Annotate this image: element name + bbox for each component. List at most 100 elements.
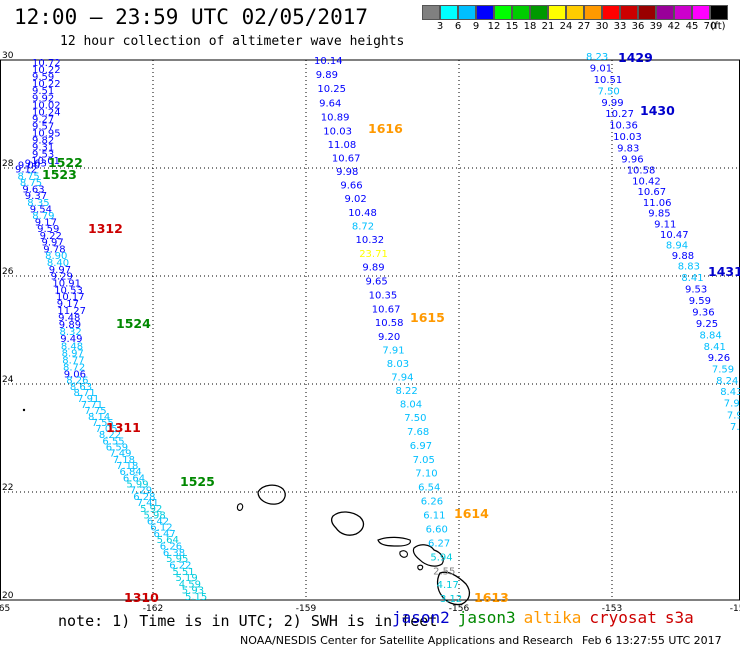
swh-value-track-b: 6.27 <box>428 539 450 550</box>
swh-value-track-a: 9.17 <box>57 299 79 310</box>
color-scale-labels: 3 6 9 12 15 18 21 24 27 30 33 36 39 42 45 70 (ft) <box>422 20 728 34</box>
swh-value-track-a: 6.84 <box>120 467 142 478</box>
lat-tick-label: 28 <box>2 159 14 169</box>
swh-value-track-a: 8.48 <box>61 341 83 352</box>
legend-cryosat: cryosat <box>589 608 657 627</box>
swh-value-track-a: 9.57 <box>32 122 54 133</box>
swh-value-track-c: 10.47 <box>660 230 689 241</box>
swh-value-track-c: 7.50 <box>598 86 620 97</box>
swh-value-track-b: 9.89 <box>316 70 338 81</box>
swh-value-track-c: 10.36 <box>609 121 638 132</box>
swh-value-track-a: 8.63 <box>70 382 92 393</box>
hawaiian-islands <box>22 408 471 606</box>
swh-value-track-a: 9.92 <box>32 93 54 104</box>
scale-swatch <box>440 5 458 20</box>
swh-value-track-a: 7.55 <box>92 418 114 429</box>
swh-value-track-a: 10.24 <box>32 107 61 118</box>
scale-swatch <box>674 5 692 20</box>
swh-value-track-a: 9.51 <box>32 86 54 97</box>
scale-label: 15 <box>505 21 519 32</box>
footer-credit: NOAA/NESDIS Center for Satellite Applica… <box>240 634 574 647</box>
swh-value-track-a: 11.27 <box>57 306 86 317</box>
swh-value-track-c: 9.36 <box>692 307 714 318</box>
swh-value-track-b: 6.11 <box>423 511 445 522</box>
swh-value-track-a: 10.17 <box>56 292 85 303</box>
swh-value-track-c: 8.41 <box>704 342 726 353</box>
swh-value-track-b: 9.02 <box>345 194 367 205</box>
swh-value-track-a: 6.38 <box>163 548 185 559</box>
pass-label-1613: 1613 <box>474 590 509 605</box>
lon-tick-label: -162 <box>143 604 163 614</box>
swh-value-track-b: 10.89 <box>321 112 350 123</box>
island-kahoolawe <box>417 564 424 571</box>
swh-value-track-a: 9.63 <box>22 185 44 196</box>
swh-value-track-a: 5.95 <box>166 554 188 565</box>
swh-value-track-b: 10.25 <box>317 84 346 95</box>
swh-value-track-a: 8.77 <box>62 355 84 366</box>
lon-tick-label: -153 <box>602 604 622 614</box>
swh-value-track-b: 9.66 <box>340 181 362 192</box>
swh-value-track-c: 8.84 <box>700 331 722 342</box>
swh-value-track-c: 9.26 <box>708 353 730 364</box>
swh-value-track-a: 9.00 <box>18 161 40 172</box>
swh-value-track-a: 7.41 <box>137 498 159 509</box>
scale-label: 70 <box>703 21 717 32</box>
swh-value-track-b: 2.55 <box>433 567 455 578</box>
swh-value-track-a: 9.37 <box>25 191 47 202</box>
swh-value-track-a: 9.78 <box>43 244 65 255</box>
swh-value-track-b: 9.98 <box>336 167 358 178</box>
swh-value-track-b: 6.97 <box>410 441 432 452</box>
swh-value-track-a: 8.71 <box>74 388 96 399</box>
scale-label: 6 <box>454 21 462 32</box>
islet-dot <box>22 408 26 412</box>
scale-label: 42 <box>667 21 681 32</box>
swh-value-track-a: 7.18 <box>113 455 135 466</box>
swh-value-track-c: 10.67 <box>638 187 667 198</box>
island-hawaii <box>436 571 471 606</box>
swh-value-track-a: 7.91 <box>77 394 99 405</box>
swh-value-track-a: 9.59 <box>37 224 59 235</box>
scale-label: 39 <box>649 21 663 32</box>
swh-value-track-c: 8.83 <box>678 261 700 272</box>
scale-swatch <box>602 5 620 20</box>
swh-value-track-a: 9.17 <box>35 218 57 229</box>
swh-value-track-c: 9.96 <box>621 155 643 166</box>
swh-value-track-b: 7.94 <box>391 373 413 384</box>
lat-tick-label: 24 <box>2 375 14 385</box>
swh-value-track-b: 7.91 <box>382 346 404 357</box>
swh-value-track-b: 10.32 <box>356 235 385 246</box>
swh-value-track-a: 6.28 <box>133 492 155 503</box>
swh-value-track-a: 8.90 <box>45 251 67 262</box>
satellite-legend: jason2 jason3 altika cryosat s3a <box>392 608 702 627</box>
swh-value-track-a: 8.32 <box>60 327 82 338</box>
swh-value-track-c: 8.94 <box>666 240 688 251</box>
swh-value-track-a: 5.98 <box>144 510 166 521</box>
scale-swatch <box>512 5 530 20</box>
swh-value-track-a: 10.53 <box>54 285 83 296</box>
swh-value-track-c: 9.59 <box>689 296 711 307</box>
map-subtitle: 12 hour collection of altimeter wave hei… <box>60 34 405 49</box>
swh-value-track-a: 6.26 <box>160 542 182 553</box>
scale-unit-label: (ft) <box>710 21 726 32</box>
swh-value-track-b: 3.12 <box>440 594 462 605</box>
swh-value-track-a: 8.79 <box>32 211 54 222</box>
swh-value-track-a: 8.22 <box>99 430 121 441</box>
swh-value-track-b: 6.26 <box>421 497 443 508</box>
swh-value-track-c: 9.11 <box>654 219 676 230</box>
swh-value-track-b: 7.50 <box>404 413 426 424</box>
swh-value-track-b: 9.89 <box>362 263 384 274</box>
swh-value-track-b: 7.68 <box>407 427 429 438</box>
swh-value-track-a: 6.59 <box>106 443 128 454</box>
swh-value-track-a: 7.71 <box>81 400 103 411</box>
scale-label: 21 <box>541 21 555 32</box>
legend-s3a: s3a <box>664 608 694 627</box>
pass-label-1430: 1430 <box>640 103 675 118</box>
pass-label-1523: 1523 <box>42 167 77 182</box>
swh-value-track-c: 10.51 <box>594 75 623 86</box>
lon-tick-label: -150 <box>730 604 740 614</box>
swh-value-track-b: 10.35 <box>369 290 398 301</box>
swh-value-track-a: 10.72 <box>32 58 61 69</box>
